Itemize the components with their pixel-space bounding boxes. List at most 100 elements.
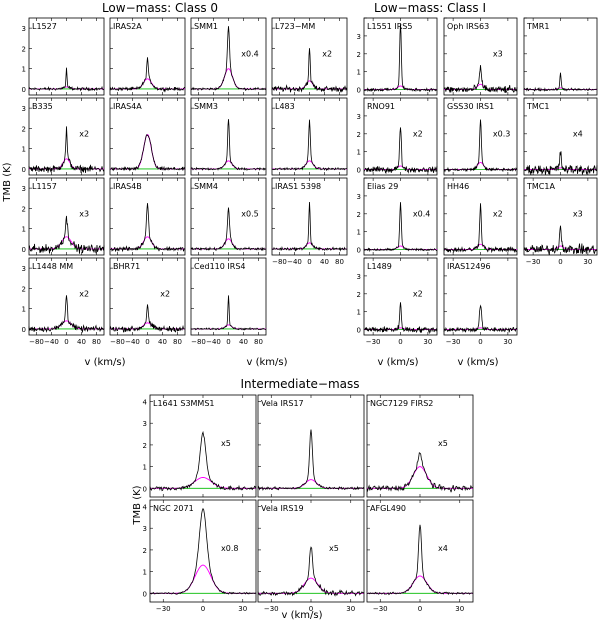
y-tick-label: 1 — [357, 149, 361, 157]
source-label: IRAS12496 — [447, 262, 491, 271]
y-tick-label: 0 — [357, 327, 361, 335]
spectrum-panel: RNO91 x2 0 1 2 3 — [357, 97, 438, 176]
spectrum-panel: TMR1 — [523, 17, 598, 96]
broad-fit-line — [29, 158, 104, 170]
y-tick-label: 4 — [143, 504, 148, 512]
spectrum-panel: TMC1A x3 −30 0 30 — [523, 177, 598, 266]
spectrum-line — [367, 524, 474, 596]
source-label: TMC1 — [526, 102, 549, 111]
spectrum-panel: SMM4 x0.5 — [190, 177, 267, 256]
source-label: SMM1 — [194, 22, 218, 31]
y-tick-label: 3 — [22, 105, 26, 113]
panel-frame — [366, 499, 474, 603]
x-tick-label: 0 — [418, 605, 422, 613]
broad-fit-line — [29, 320, 104, 330]
spectrum-line — [109, 134, 186, 172]
broad-fit-line — [272, 242, 347, 250]
source-label: TMC1A — [526, 182, 555, 191]
scale-label: x0.4 — [241, 50, 258, 59]
x-tick-label: −40 — [125, 338, 140, 346]
y-tick-label: 2 — [357, 291, 361, 299]
scale-label: x5 — [221, 439, 231, 448]
spectrum-panel: NGC 2071 x0.8 0 1 2 3 4 −30 0 30 — [143, 499, 257, 613]
broad-fit-line — [191, 68, 266, 90]
scale-label: x2 — [79, 130, 89, 139]
x-tick-label: 30 — [503, 338, 512, 346]
y-tick-label: 3 — [143, 525, 147, 533]
y-tick-label: 4 — [143, 399, 148, 407]
x-tick-label: −30 — [366, 338, 381, 346]
x-tick-label: 40 — [158, 338, 167, 346]
broad-fit-line — [191, 238, 266, 250]
x-tick-label: 80 — [173, 338, 182, 346]
spectrum-panel: Ced110 IRS4 −80 −40 0 40 80 — [190, 257, 267, 346]
x-tick-label: 0 — [145, 338, 149, 346]
spectrum-panel: IRAS2A — [109, 17, 186, 96]
y-tick-label: 3 — [22, 185, 26, 193]
source-label: L1641 S3MMS1 — [153, 399, 215, 408]
spectrum-line — [271, 201, 348, 252]
scale-label: x2 — [79, 290, 89, 299]
spectrum-line — [190, 295, 267, 331]
y-tick-label: 2 — [143, 547, 147, 555]
x-tick-label: −30 — [156, 605, 171, 613]
spectrum-line — [443, 304, 518, 333]
spectrum-line — [523, 225, 598, 256]
spectrum-line — [257, 429, 365, 491]
spectrum-line — [190, 26, 267, 92]
title-class1: Low−mass: Class I — [374, 1, 486, 15]
x-tick-label: −80 — [29, 338, 44, 346]
broad-fit-line — [364, 85, 437, 91]
spectrum-line — [271, 48, 348, 93]
x-tick-label: 0 — [64, 338, 68, 346]
xlabel-class0: v (km/s) — [84, 357, 125, 368]
y-tick-label: 3 — [357, 273, 361, 281]
scale-label: x3 — [573, 210, 583, 219]
spectrum-line — [443, 65, 518, 94]
x-tick-label: 80 — [254, 338, 263, 346]
x-tick-label: −80 — [110, 338, 125, 346]
x-tick-label: 40 — [77, 338, 86, 346]
source-label: L1551 IRS5 — [367, 22, 412, 31]
y-tick-label: 2 — [357, 211, 361, 219]
spectrum-panel: B335 x2 0 1 2 3 — [22, 97, 105, 176]
scale-label: x5 — [438, 439, 448, 448]
spectrum-panel: NGC7129 FIRS2 x5 — [366, 394, 474, 498]
broad-fit-line — [150, 477, 256, 489]
spectrum-line — [366, 452, 474, 493]
y-tick-label: 2 — [357, 131, 361, 139]
y-tick-label: 2 — [22, 125, 26, 133]
broad-fit-line — [258, 577, 364, 594]
spectrum-panel: IRAS12496 −30 0 30 — [443, 257, 518, 346]
scale-label: x0.3 — [493, 130, 510, 139]
x-tick-label: 0 — [309, 605, 313, 613]
spectrum-panel: Vela IRS19 x5 −30 0 30 — [257, 499, 365, 613]
source-label: L723−MM — [275, 22, 315, 31]
xlabel-intermediate: v (km/s) — [281, 610, 322, 621]
x-tick-label: 30 — [583, 258, 592, 266]
broad-fit-line — [191, 160, 266, 170]
x-tick-label: 30 — [346, 605, 355, 613]
y-tick-label: 0 — [22, 86, 26, 94]
spectrum-panel: SMM1 x0.4 — [190, 17, 267, 96]
title-intermediate: Intermediate−mass — [240, 377, 359, 391]
source-label: Vela IRS17 — [261, 399, 304, 408]
source-label: IRAS1 5398 — [275, 182, 321, 191]
y-tick-label: 2 — [22, 45, 26, 53]
source-label: SMM4 — [194, 182, 218, 191]
spectrum-line — [109, 304, 186, 333]
source-label: TMR1 — [526, 22, 549, 31]
spectrum-line — [363, 127, 438, 175]
x-tick-label: −40 — [44, 338, 59, 346]
source-label: AFGL490 — [370, 504, 406, 513]
broad-fit-line — [367, 575, 473, 594]
x-tick-label: 0 — [398, 338, 402, 346]
x-tick-label: −30 — [526, 258, 541, 266]
spectrum-panel: IRAS1 5398 −80 −40 0 40 80 — [271, 177, 348, 266]
panel-frame — [257, 394, 365, 498]
y-tick-label: 2 — [143, 442, 147, 450]
spectrum-panel: TMC1 x4 — [523, 97, 598, 176]
y-tick-label: 0 — [22, 166, 26, 174]
panel-frame — [257, 499, 365, 603]
